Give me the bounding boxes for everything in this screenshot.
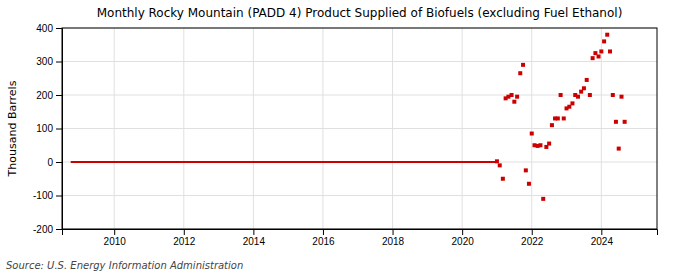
grid-line-y [62,128,657,129]
grid [62,28,657,229]
x-tick-label: 2010 [104,236,127,247]
point [605,33,609,37]
grid-line-y [62,195,657,196]
x-tick: 2012 [173,229,196,247]
x-tick-mark [532,229,533,235]
y-axis-title: Thousand Barrels [6,80,19,177]
point [530,132,534,136]
point [510,93,514,97]
y-tick: 400 [36,23,62,34]
point [576,95,580,99]
x-tick-mark [323,229,324,235]
y-tick-mark [56,28,62,29]
point [562,116,566,120]
x-axis-line [63,230,658,236]
point [512,100,516,104]
x-tick: 2022 [521,229,544,247]
point [588,93,592,97]
x-tick-mark [184,229,185,235]
y-tick: 0 [47,157,62,168]
point [495,159,499,163]
point [527,182,531,186]
point [597,54,601,58]
point [591,56,595,60]
point [518,71,522,75]
x-tick: 2016 [312,229,335,247]
x-axis: 2010 2012 2014 2016 2018 2020 2022 2024 [63,229,658,247]
x-tick-mark [114,229,115,235]
y-tick: 100 [36,123,62,134]
x-tick-label: 2016 [312,236,335,247]
point [559,93,563,97]
scatter-points [495,33,627,201]
point [556,116,560,120]
chart-container: 2010 2012 2014 2016 2018 2020 2022 2024 -200 -100… [0,0,675,275]
point [611,93,615,97]
y-tick-mark [56,229,62,230]
point [614,120,618,124]
x-tick-mark [393,229,394,235]
y-tick: -200 [33,224,62,235]
y-tick: 200 [36,90,62,101]
point [620,95,624,99]
point [617,147,621,151]
y-tick-mark [56,95,62,96]
x-tick: 2014 [243,229,266,247]
x-tick-label: 2014 [243,236,266,247]
point [541,197,545,201]
grid-line-y [62,162,657,163]
y-tick-mark [56,162,62,163]
y-tick-label: 0 [47,157,53,168]
point [515,95,519,99]
y-tick-label: 400 [36,23,53,34]
x-tick-label: 2022 [521,236,544,247]
line [71,161,497,163]
plot-frame [62,28,657,229]
point [599,49,603,53]
x-tick-mark [253,229,254,235]
x-tick-label: 2020 [452,236,475,247]
point [608,49,612,53]
source-annotation: Source: U.S. Energy Information Administ… [6,260,243,271]
y-tick-label: 200 [36,90,53,101]
y-tick-mark [56,129,62,130]
x-tick-mark [601,229,602,235]
x-tick-mark [462,229,463,235]
y-tick-mark [56,196,62,197]
grid-line-y [62,95,657,96]
grid-line-y [62,61,657,62]
point [521,63,525,67]
point [585,78,589,82]
y-tick: 300 [36,56,62,67]
y-axis-line [56,29,63,230]
x-tick-label: 2012 [173,236,196,247]
point [498,163,502,167]
x-tick: 2010 [104,229,127,247]
x-tick: 2020 [452,229,475,247]
point [501,177,505,181]
point [550,123,554,127]
y-tick-mark [56,62,62,63]
y-tick-label: 100 [36,123,53,134]
point [602,39,606,43]
y-tick-label: -200 [33,224,53,235]
title: Monthly Rocky Mountain (PADD 4) Product … [97,6,623,20]
marks [71,33,627,201]
point [582,86,586,90]
point [623,120,627,124]
y-axis: -200 -100 0 100 200 300 400 [33,23,63,235]
point [547,142,551,146]
point [524,168,528,172]
x-tick: 2018 [382,229,405,247]
x-tick-label: 2018 [382,236,405,247]
point [538,143,542,147]
y-tick-label: 300 [36,56,53,67]
y-tick-label: -100 [33,190,53,201]
x-tick-label: 2024 [591,236,614,247]
y-tick: -100 [33,190,62,201]
x-tick: 2024 [591,229,614,247]
chart-svg: 2010 2012 2014 2016 2018 2020 2022 2024 -200 -100… [0,0,675,275]
point [570,101,574,105]
